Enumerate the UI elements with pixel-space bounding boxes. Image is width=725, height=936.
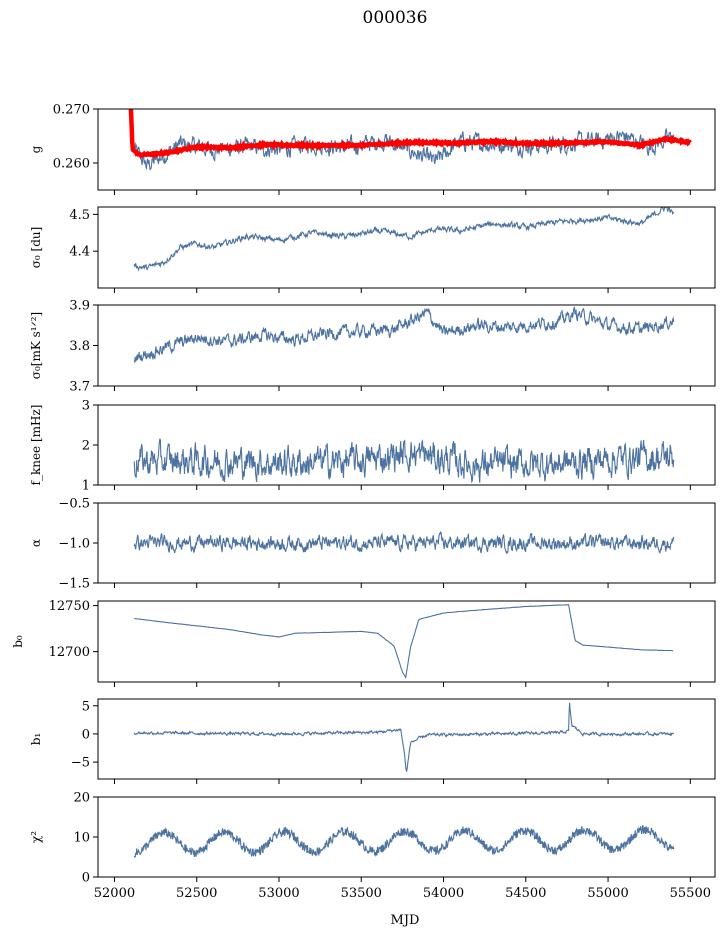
axes-frame bbox=[97, 698, 716, 780]
x-tick-label: 54500 bbox=[505, 886, 546, 901]
y-tick-label: 5 bbox=[82, 699, 90, 714]
y-axis-label: b₀ bbox=[11, 635, 25, 648]
y-tick-label: 4.5 bbox=[69, 208, 90, 223]
y-tick-label: −5 bbox=[71, 756, 90, 771]
axes-frame bbox=[97, 404, 716, 486]
y-tick-label: 10 bbox=[73, 831, 90, 846]
y-axis-label: χ² bbox=[29, 831, 43, 843]
series-sigma0-mk bbox=[133, 306, 675, 364]
x-tick-label: 54000 bbox=[423, 886, 464, 901]
y-axis-label: g bbox=[29, 145, 43, 153]
y-axis-label: f_knee [mHz] bbox=[29, 405, 43, 486]
axes-frame bbox=[97, 600, 716, 683]
x-tick-label: 53500 bbox=[341, 886, 382, 901]
x-tick-label: 55000 bbox=[587, 886, 628, 901]
y-axis-label: α bbox=[29, 539, 43, 547]
panel-sigma0-du: 4.4 4.5 σ₀ [du] bbox=[29, 206, 716, 293]
y-tick-label: 0 bbox=[82, 727, 90, 742]
series-alpha bbox=[133, 531, 675, 555]
y-tick-label: 0 bbox=[82, 871, 90, 886]
x-tick-label: 55500 bbox=[670, 886, 711, 901]
series-b1 bbox=[133, 702, 675, 772]
axes-frame bbox=[97, 796, 716, 878]
y-tick-label: 0.270 bbox=[53, 103, 90, 118]
panel-alpha: −1.5 −1.0 −0.5 α bbox=[29, 497, 716, 592]
x-tick-label: 52500 bbox=[176, 886, 217, 901]
panel-b1: −5 0 5 b₁ bbox=[29, 698, 716, 784]
x-tick-label: 52000 bbox=[94, 886, 135, 901]
series-g-fit bbox=[128, 109, 692, 159]
panel-g: 0.260 0.270 g bbox=[29, 103, 716, 195]
y-tick-label: 20 bbox=[73, 791, 90, 806]
series-sigma0-du bbox=[133, 207, 675, 272]
series-b0 bbox=[134, 604, 674, 680]
y-tick-label: 1 bbox=[82, 479, 90, 494]
y-axis-label: b₁ bbox=[29, 733, 43, 746]
y-tick-label: 3.9 bbox=[69, 299, 90, 314]
y-axis-label: σ₀[mK s¹ᐟ²] bbox=[29, 312, 43, 379]
x-axis-label: MJD bbox=[391, 913, 420, 928]
y-tick-label: 3.8 bbox=[69, 339, 90, 354]
axes-frame bbox=[97, 206, 716, 289]
series-chi2 bbox=[133, 824, 675, 858]
series-fknee bbox=[133, 438, 675, 484]
y-tick-label: −0.5 bbox=[58, 497, 90, 512]
panel-chi2: 0 10 20 52000 52500 53000 53500 54000 54500 55000… bbox=[29, 791, 716, 928]
y-tick-label: 3 bbox=[82, 399, 90, 414]
y-tick-label: 12700 bbox=[49, 645, 90, 660]
y-tick-label: 4.4 bbox=[69, 245, 90, 260]
panel-fknee: 1 2 3 f_knee [mHz] bbox=[29, 399, 716, 494]
y-tick-label: 12750 bbox=[49, 599, 90, 614]
figure-title: 000036 bbox=[362, 8, 428, 28]
y-tick-label: 3.7 bbox=[69, 380, 90, 395]
y-tick-label: −1.5 bbox=[58, 577, 90, 592]
y-tick-label: −1.0 bbox=[58, 537, 90, 552]
panel-b0: 12700 12750 b₀ bbox=[11, 599, 716, 687]
y-tick-label: 0.260 bbox=[53, 157, 90, 172]
x-tick-label: 53000 bbox=[258, 886, 299, 901]
axes-frame bbox=[97, 108, 716, 191]
y-axis-label: σ₀ [du] bbox=[29, 227, 43, 269]
axes-frame bbox=[97, 304, 716, 387]
panel-sigma0-mk: 3.7 3.8 3.9 σ₀[mK s¹ᐟ²] bbox=[29, 299, 716, 395]
y-tick-label: 2 bbox=[82, 439, 90, 454]
